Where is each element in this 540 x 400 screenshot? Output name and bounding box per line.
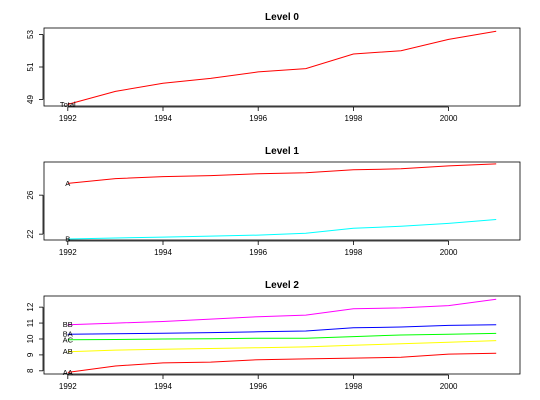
series-label-ac: AC	[63, 335, 74, 344]
series-line-aa	[67, 352, 497, 373]
y-tick-label: 53	[26, 30, 35, 39]
x-tick-label: 2000	[440, 114, 458, 123]
series-label-a: A	[65, 179, 70, 188]
chart-panel-2: Level 2 1992 1994 1996 1998 2000 8 9 10 11 12 AA AB A…	[26, 280, 521, 391]
series-label-total: Total	[60, 100, 76, 109]
series-line-a	[67, 163, 497, 184]
plot-frame	[43, 295, 521, 375]
series-label-aa: AA	[63, 368, 73, 377]
x-tick-label: 1992	[59, 114, 77, 123]
y-tick-label: 49	[26, 95, 35, 104]
chart-panel-0: Level 0 1992 1994 1996 1998 2000 49 51 53 Total	[26, 12, 521, 123]
y-tick-label: 8	[26, 368, 35, 373]
x-tick-label: 1992	[59, 248, 77, 257]
y-tick-label: 26	[26, 190, 35, 199]
series-line-total	[67, 30, 497, 105]
plot-frame	[43, 161, 521, 241]
y-tick-label: 9	[26, 352, 35, 357]
x-tick-label: 1994	[154, 382, 172, 391]
x-tick-label: 1992	[59, 382, 77, 391]
x-tick-label: 1996	[249, 114, 267, 123]
plot-frame	[43, 27, 521, 107]
series-label-ab: AB	[63, 347, 73, 356]
x-tick-label: 1996	[249, 382, 267, 391]
series-label-bb: BB	[63, 320, 73, 329]
x-tick-label: 1996	[249, 248, 267, 257]
x-tick-label: 2000	[440, 382, 458, 391]
series-label-b: B	[65, 235, 70, 244]
x-tick-label: 1998	[345, 248, 363, 257]
series-line-ba	[67, 324, 497, 335]
y-tick-label: 22	[26, 229, 35, 238]
y-tick-label: 12	[26, 302, 35, 311]
chart-title: Level 2	[265, 280, 299, 291]
y-tick-label: 11	[26, 318, 35, 327]
x-tick-label: 1994	[154, 114, 172, 123]
series-line-b	[67, 219, 497, 240]
x-tick-label: 1998	[345, 382, 363, 391]
x-tick-label: 1998	[345, 114, 363, 123]
chart-panel-1: Level 1 1992 1994 1996 1998 2000 22 26 A B	[26, 146, 521, 257]
y-tick-label: 10	[26, 334, 35, 343]
x-tick-label: 2000	[440, 248, 458, 257]
x-tick-label: 1994	[154, 248, 172, 257]
chart-title: Level 0	[265, 12, 299, 23]
series-line-ab	[67, 340, 497, 353]
series-line-ac	[67, 332, 497, 341]
chart-title: Level 1	[265, 146, 299, 157]
series-label-ba: BA	[63, 330, 73, 339]
y-tick-label: 51	[26, 62, 35, 71]
series-line-bb	[67, 298, 497, 326]
